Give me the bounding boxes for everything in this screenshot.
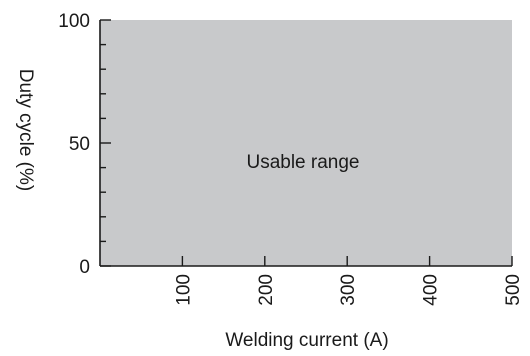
- usable-range-label: Usable range: [246, 152, 359, 173]
- plot-area: 0 50 100 100 200 300 400 500: [58, 11, 524, 306]
- usable-range-region: [100, 20, 512, 266]
- x-tick-label-200: 200: [256, 274, 277, 306]
- x-axis-title: Welding current (A): [225, 330, 388, 351]
- x-tick-label-500: 500: [503, 274, 524, 306]
- x-axis-ticks: 100 200 300 400 500: [173, 256, 524, 306]
- y-tick-label-0: 0: [79, 257, 90, 278]
- x-tick-label-300: 300: [338, 274, 359, 306]
- y-tick-label-50: 50: [69, 134, 90, 155]
- x-tick-label-400: 400: [421, 274, 442, 306]
- y-tick-label-100: 100: [58, 11, 90, 32]
- x-tick-label-100: 100: [173, 274, 194, 306]
- y-axis-ticks: 0 50 100: [58, 11, 111, 278]
- y-axis-title: Duty cycle (%): [15, 69, 36, 191]
